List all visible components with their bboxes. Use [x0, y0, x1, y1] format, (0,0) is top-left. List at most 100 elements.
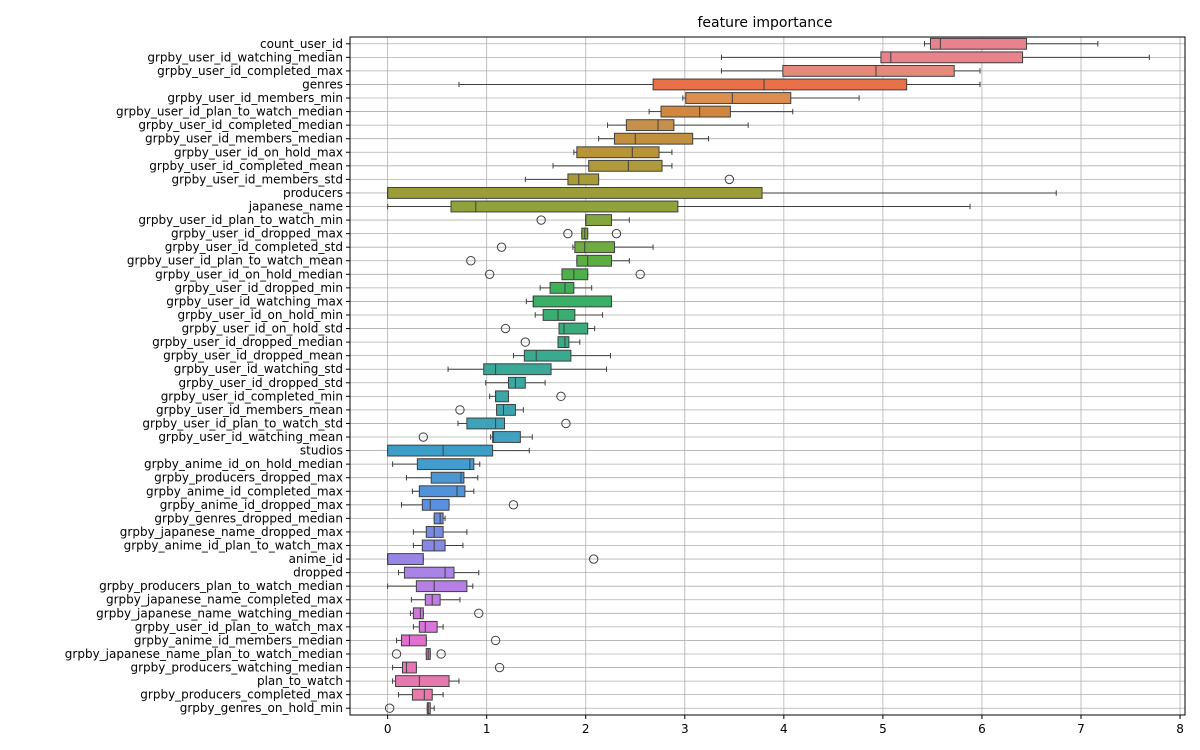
iqr-box	[387, 187, 763, 199]
outlier-point	[561, 418, 571, 429]
feature-label: grpby_user_id_on_hold_max	[174, 145, 343, 159]
feature-label: grpby_anime_id_members_median	[134, 633, 343, 647]
box-grpby-user-id-plan-to-watch-std	[457, 417, 571, 430]
feature-label: grpby_user_id_dropped_median	[152, 335, 343, 349]
feature-label: grpby_anime_id_completed_max	[146, 484, 343, 498]
iqr-box	[483, 363, 552, 376]
feature-label: grpby_user_id_completed_mean	[149, 159, 343, 173]
feature-label: plan_to_watch	[257, 674, 343, 688]
outlier-point	[520, 337, 531, 347]
iqr-box	[532, 295, 612, 308]
feature-label: grpby_user_id_completed_median	[138, 118, 343, 132]
iqr-box	[433, 512, 444, 525]
feature-label: japanese_name	[248, 200, 343, 214]
iqr-box	[542, 309, 576, 321]
iqr-box	[395, 675, 450, 688]
box-grpby-genres-on-hold-min	[384, 702, 435, 715]
box-producers	[387, 187, 1057, 199]
box-grpby-user-id-completed-max	[720, 64, 981, 77]
box-grpby-user-id-dropped-median	[520, 336, 581, 349]
iqr-box	[466, 417, 506, 430]
iqr-box	[418, 620, 438, 633]
iqr-box	[567, 173, 600, 186]
feature-label: anime_id	[289, 552, 343, 566]
box-grpby-user-id-completed-min	[489, 390, 566, 403]
feature-label: grpby_user_id_watching_median	[147, 50, 343, 64]
box-grpby-user-id-watching-std	[447, 363, 608, 376]
outlier-point	[484, 269, 495, 279]
x-tick-label: 5	[879, 722, 887, 736]
box-grpby-producers-watching-median	[392, 661, 505, 674]
iqr-box	[450, 200, 679, 213]
box-grpby-japanese-name-dropped-max	[412, 526, 468, 538]
outlier-point	[556, 391, 566, 402]
iqr-box	[557, 336, 570, 349]
feature-label: grpby_producers_dropped_max	[154, 471, 343, 485]
feature-label: grpby_user_id_watching_std	[174, 362, 343, 376]
feature-label: grpby_japanese_name_plan_to_watch_median	[65, 647, 343, 661]
box-grpby-user-id-on-hold-max	[573, 146, 673, 159]
box-grpby-user-id-completed-std	[496, 241, 654, 254]
outlier-point	[611, 228, 622, 239]
box-grpby-user-id-members-median	[598, 132, 710, 145]
feature-label: grpby_user_id_members_median	[145, 132, 343, 146]
box-grpby-anime-id-on-hold-median	[392, 458, 481, 471]
box-grpby-japanese-name-plan-to-watch-median	[391, 648, 446, 660]
iqr-box	[523, 349, 572, 362]
feature-label: grpby_user_id_dropped_std	[179, 376, 343, 390]
box-grpby-japanese-name-watching-median	[409, 607, 484, 620]
iqr-box	[685, 92, 792, 104]
iqr-box	[613, 132, 694, 145]
outlier-point	[563, 228, 573, 239]
iqr-box	[411, 688, 433, 701]
iqr-box	[387, 444, 494, 457]
feature-label: grpby_genres_on_hold_min	[180, 701, 343, 715]
iqr-box	[585, 214, 612, 226]
feature-label: grpby_producers_watching_median	[130, 661, 343, 675]
box-grpby-user-id-on-hold-std	[500, 322, 596, 335]
feature-label: grpby_anime_id_on_hold_median	[144, 457, 343, 471]
x-tick-label: 2	[582, 722, 590, 736]
chart-title: feature importance	[698, 15, 833, 31]
outlier-point	[536, 215, 546, 225]
iqr-box	[652, 78, 908, 91]
outlier-point	[508, 500, 519, 510]
feature-label: grpby_user_id_dropped_min	[174, 281, 343, 295]
box-layer	[384, 37, 1150, 715]
outlier-point	[391, 649, 402, 659]
iqr-box	[561, 268, 589, 281]
box-grpby-user-id-on-hold-median	[484, 268, 645, 281]
x-tick-label: 8	[1176, 722, 1184, 736]
box-grpby-producers-completed-max	[398, 688, 444, 701]
box-grpby-user-id-plan-to-watch-max	[412, 620, 444, 633]
feature-label: grpby_japanese_name_completed_max	[106, 593, 343, 607]
feature-label: genres	[302, 77, 343, 91]
feature-label: grpby_user_id_plan_to_watch_max	[135, 620, 343, 634]
feature-label: grpby_user_id_watching_max	[166, 294, 343, 308]
feature-label: grpby_user_id_members_std	[171, 172, 343, 186]
label-layer: 0 1 2 3 4 5 6 7 8count_user_idgrpby_user_id_watc…	[65, 37, 1184, 736]
feature-label: grpby_anime_id_plan_to_watch_max	[124, 539, 343, 553]
x-tick-label: 0	[384, 722, 392, 736]
feature-label: producers	[283, 186, 343, 200]
feature-label: grpby_user_id_dropped_max	[171, 227, 343, 241]
box-grpby-user-id-plan-to-watch-median	[648, 105, 794, 118]
feature-label: grpby_user_id_completed_std	[165, 240, 343, 254]
box-grpby-producers-dropped-max	[405, 471, 479, 484]
feature-label: grpby_genres_dropped_median	[154, 511, 343, 525]
iqr-box	[576, 254, 612, 267]
feature-label: grpby_user_id_completed_min	[161, 389, 343, 403]
iqr-box	[418, 485, 466, 498]
x-tick-label: 6	[978, 722, 986, 736]
box-grpby-user-id-dropped-mean	[512, 349, 612, 362]
iqr-box	[387, 553, 424, 565]
box-grpby-genres-dropped-median	[433, 512, 446, 525]
feature-label: dropped	[293, 566, 343, 580]
feature-label: grpby_user_id_members_mean	[156, 403, 343, 417]
outlier-point	[496, 242, 507, 252]
box-grpby-user-id-plan-to-watch-min	[536, 214, 630, 226]
iqr-box	[495, 390, 509, 403]
iqr-box	[588, 159, 663, 172]
iqr-box	[880, 51, 1024, 64]
feature-label: grpby_japanese_name_watching_median	[96, 606, 343, 620]
